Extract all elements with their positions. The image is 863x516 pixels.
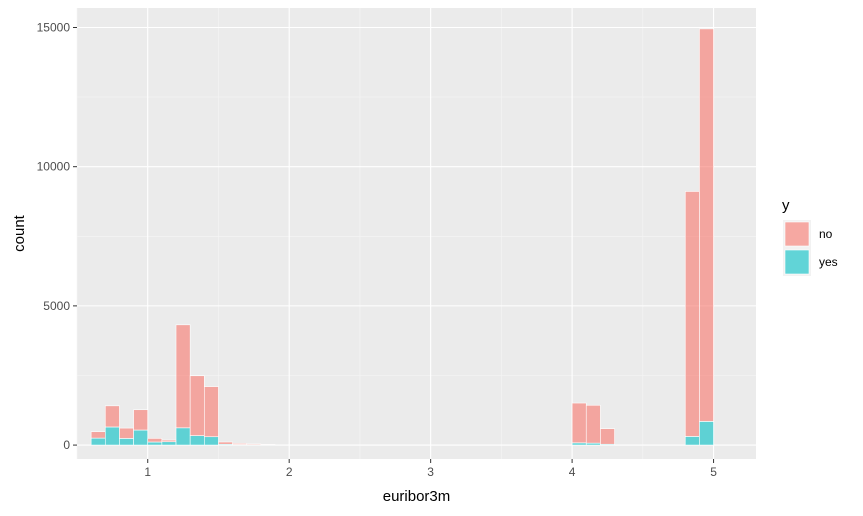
- bar-no: [260, 444, 276, 446]
- bar-no: [246, 443, 262, 446]
- bar-no: [147, 438, 163, 443]
- bar-no: [684, 191, 700, 437]
- bar-yes: [90, 437, 106, 446]
- bar-yes: [684, 436, 700, 446]
- bar-no: [90, 431, 106, 439]
- legend-swatch-yes: [784, 249, 810, 275]
- y-tick-label: 0: [63, 438, 70, 452]
- x-tick-label: 4: [569, 465, 576, 479]
- legend-label-no: no: [819, 227, 833, 241]
- y-axis-title: count: [11, 214, 28, 252]
- bar-no: [104, 405, 120, 428]
- x-tick-label: 1: [144, 465, 151, 479]
- bar-yes: [699, 421, 714, 446]
- bar-yes: [204, 436, 219, 446]
- bar-yes: [571, 442, 587, 446]
- y-tick-label: 5000: [43, 299, 70, 313]
- y-tick-label: 15000: [37, 20, 71, 34]
- bar-no: [119, 427, 134, 439]
- bar-yes: [147, 441, 163, 446]
- legend-label-yes: yes: [819, 255, 838, 269]
- bar-no: [133, 409, 149, 431]
- x-tick-label: 5: [710, 465, 717, 479]
- x-tick-label: 2: [286, 465, 293, 479]
- bar-yes: [119, 438, 134, 446]
- bar-no: [232, 443, 248, 445]
- bar-no: [161, 439, 177, 443]
- bar-yes: [104, 426, 120, 446]
- legend-items: no yes: [783, 220, 838, 276]
- legend: y no yes: [782, 197, 838, 276]
- bar-yes: [161, 441, 177, 446]
- x-tick-label: 3: [427, 465, 434, 479]
- legend-swatch-no: [784, 221, 810, 247]
- bars-layer: [90, 28, 714, 446]
- bar-no: [571, 402, 587, 444]
- bar-yes: [189, 435, 205, 446]
- bar-no: [699, 28, 714, 422]
- bar-yes: [175, 427, 191, 446]
- x-axis-title: euribor3m: [383, 488, 451, 505]
- bar-no: [585, 404, 601, 444]
- bar-no: [189, 375, 205, 436]
- bar-no: [218, 441, 233, 445]
- bar-no: [175, 324, 191, 429]
- ticks-layer: 1 2 3 4 5 0 5000 10000 15000: [37, 20, 718, 479]
- y-tick-label: 10000: [37, 160, 71, 174]
- bar-no: [204, 386, 219, 438]
- bar-yes: [133, 429, 149, 446]
- legend-title: y: [782, 197, 790, 214]
- bar-no: [600, 428, 615, 445]
